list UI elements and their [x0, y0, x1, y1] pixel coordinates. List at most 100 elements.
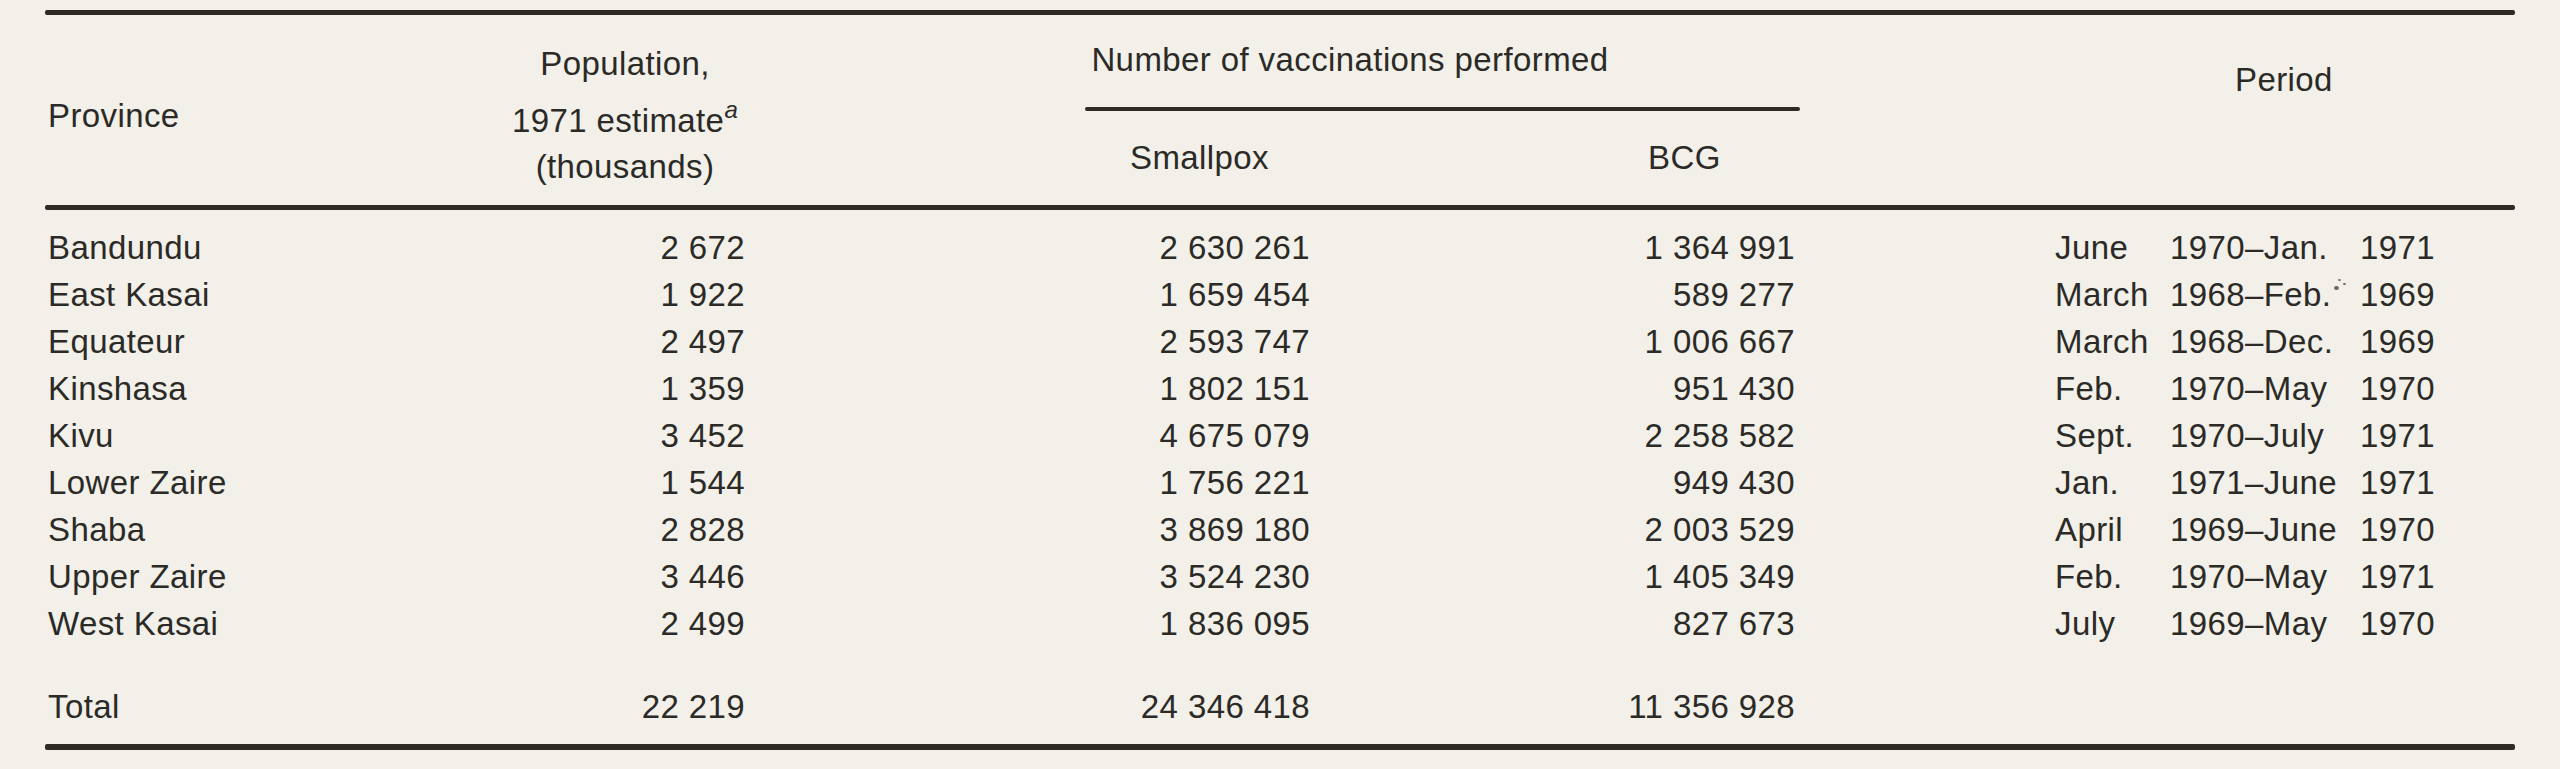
- period-start-month: July: [2055, 600, 2170, 647]
- period-start-month: Feb.: [2055, 553, 2170, 600]
- period-range: 1970–Jan.: [2170, 224, 2360, 271]
- population-header-line3: (thousands): [455, 144, 795, 190]
- period-range: 1970–May: [2170, 365, 2360, 412]
- population-cell: 1 359: [375, 365, 745, 412]
- row-spacer: [1795, 506, 2055, 553]
- column-header-province: Province: [48, 97, 180, 135]
- period-start-month: Sept.: [2055, 412, 2170, 459]
- table-row: West Kasai 2 499 1 836 095 827 673 July …: [0, 600, 2560, 647]
- province-cell: Kivu: [0, 412, 375, 459]
- column-header-bcg: BCG: [1648, 139, 1721, 177]
- population-cell: 2 499: [375, 600, 745, 647]
- period-range: 1968–Dec.: [2170, 318, 2360, 365]
- province-cell: Lower Zaire: [0, 459, 375, 506]
- province-cell: Equateur: [0, 318, 375, 365]
- province-cell: Upper Zaire: [0, 553, 375, 600]
- total-row: Total 22 219 24 346 418 11 356 928: [0, 683, 2560, 730]
- population-header-line2: 1971 estimatea: [455, 87, 795, 144]
- bcg-cell: 589 277: [1310, 271, 1795, 318]
- bcg-cell: 1 405 349: [1310, 553, 1795, 600]
- vaccinations-group-rule: [1085, 107, 1800, 111]
- ink-blot-artifact: [2334, 286, 2339, 290]
- population-cell: 3 446: [375, 553, 745, 600]
- table-body: Bandundu 2 672 2 630 261 1 364 991 June …: [0, 224, 2560, 730]
- population-header-line1: Population,: [455, 41, 795, 87]
- smallpox-cell: 3 869 180: [745, 506, 1310, 553]
- table-row: Bandundu 2 672 2 630 261 1 364 991 June …: [0, 224, 2560, 271]
- smallpox-cell: 1 659 454: [745, 271, 1310, 318]
- row-spacer: [1795, 318, 2055, 365]
- population-cell: 2 828: [375, 506, 745, 553]
- table-row: Equateur 2 497 2 593 747 1 006 667 March…: [0, 318, 2560, 365]
- population-cell: 2 672: [375, 224, 745, 271]
- period-end-year: 1970: [2360, 600, 2455, 647]
- province-cell: West Kasai: [0, 600, 375, 647]
- footnote-marker: a: [724, 96, 738, 123]
- period-range: 1969–June: [2170, 506, 2360, 553]
- period-cell: April 1969–June 1970: [2055, 506, 2455, 553]
- table-row: Kinshasa 1 359 1 802 151 951 430 Feb. 19…: [0, 365, 2560, 412]
- period-start-month: Feb.: [2055, 365, 2170, 412]
- column-header-population: Population, 1971 estimatea (thousands): [455, 41, 795, 190]
- population-cell: 2 497: [375, 318, 745, 365]
- column-group-header-vaccinations: Number of vaccinations performed: [900, 41, 1800, 79]
- population-cell: 3 452: [375, 412, 745, 459]
- period-end-year: 1971: [2360, 553, 2455, 600]
- total-spacer: [1795, 683, 2055, 730]
- period-range: 1970–July: [2170, 412, 2360, 459]
- period-range: 1971–June: [2170, 459, 2360, 506]
- table-bottom-rule: [45, 744, 2515, 750]
- smallpox-cell: 2 630 261: [745, 224, 1310, 271]
- total-bcg-cell: 11 356 928: [1310, 683, 1795, 730]
- period-start-month: March: [2055, 271, 2170, 318]
- header-body-rule: [45, 205, 2515, 210]
- bcg-cell: 1 006 667: [1310, 318, 1795, 365]
- smallpox-cell: 2 593 747: [745, 318, 1310, 365]
- bcg-cell: 951 430: [1310, 365, 1795, 412]
- table-row: Kivu 3 452 4 675 079 2 258 582 Sept. 197…: [0, 412, 2560, 459]
- row-spacer: [1795, 412, 2055, 459]
- total-smallpox-cell: 24 346 418: [745, 683, 1310, 730]
- row-spacer: [1795, 459, 2055, 506]
- row-spacer: [1795, 365, 2055, 412]
- period-cell: Sept. 1970–July 1971: [2055, 412, 2455, 459]
- table-row: East Kasai 1 922 1 659 454 589 277 March…: [0, 271, 2560, 318]
- smallpox-cell: 1 756 221: [745, 459, 1310, 506]
- smallpox-cell: 3 524 230: [745, 553, 1310, 600]
- bcg-cell: 827 673: [1310, 600, 1795, 647]
- period-end-year: 1970: [2360, 365, 2455, 412]
- period-cell: March 1968–Feb. 1969: [2055, 271, 2455, 318]
- row-spacer: [1795, 224, 2055, 271]
- population-cell: 1 922: [375, 271, 745, 318]
- table-row: Upper Zaire 3 446 3 524 230 1 405 349 Fe…: [0, 553, 2560, 600]
- bcg-cell: 1 364 991: [1310, 224, 1795, 271]
- total-population-cell: 22 219: [375, 683, 745, 730]
- table-row: Shaba 2 828 3 869 180 2 003 529 April 19…: [0, 506, 2560, 553]
- period-end-year: 1970: [2360, 506, 2455, 553]
- period-cell: Jan. 1971–June 1971: [2055, 459, 2455, 506]
- province-cell: East Kasai: [0, 271, 375, 318]
- period-cell: Feb. 1970–May 1971: [2055, 553, 2455, 600]
- period-end-year: 1971: [2360, 412, 2455, 459]
- row-spacer: [1795, 553, 2055, 600]
- row-spacer: [1795, 600, 2055, 647]
- province-cell: Bandundu: [0, 224, 375, 271]
- scanned-table-page: Province Population, 1971 estimatea (tho…: [0, 10, 2560, 769]
- period-range: 1968–Feb.: [2170, 271, 2360, 318]
- period-start-month: April: [2055, 506, 2170, 553]
- period-cell: July 1969–May 1970: [2055, 600, 2455, 647]
- period-end-year: 1969: [2360, 271, 2455, 318]
- bcg-cell: 2 003 529: [1310, 506, 1795, 553]
- table-header: Province Population, 1971 estimatea (tho…: [0, 15, 2560, 205]
- bcg-cell: 2 258 582: [1310, 412, 1795, 459]
- row-spacer: [1795, 271, 2055, 318]
- period-start-month: March: [2055, 318, 2170, 365]
- period-cell: March 1968–Dec. 1969: [2055, 318, 2455, 365]
- total-period-cell: [2055, 683, 2455, 730]
- bcg-cell: 949 430: [1310, 459, 1795, 506]
- period-cell: June 1970–Jan. 1971: [2055, 224, 2455, 271]
- column-header-smallpox: Smallpox: [1130, 139, 1269, 177]
- period-end-year: 1971: [2360, 224, 2455, 271]
- province-cell: Kinshasa: [0, 365, 375, 412]
- province-cell: Shaba: [0, 506, 375, 553]
